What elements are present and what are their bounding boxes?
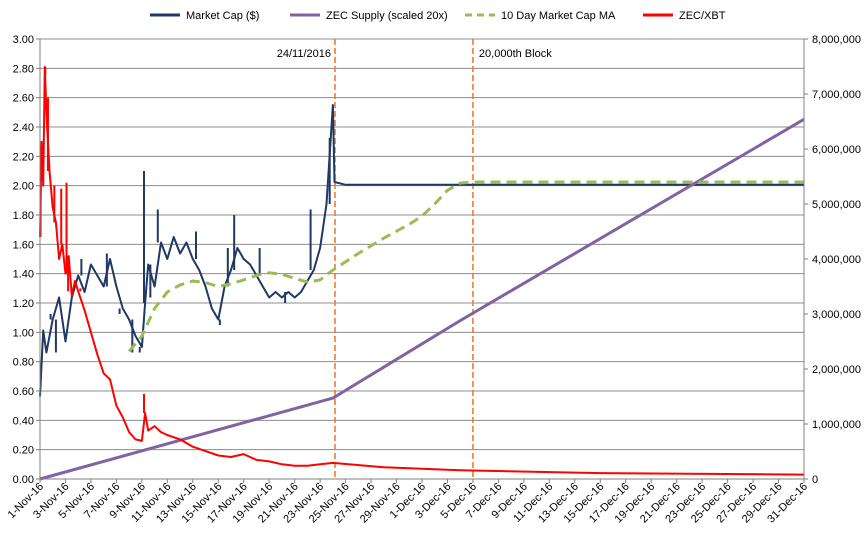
series-line [39, 118, 805, 481]
plot-area [39, 39, 805, 481]
y-left-tick-label: 0.80 [13, 357, 34, 369]
legend-label: Market Cap ($) [186, 10, 259, 22]
y-left-tick-label: 1.20 [13, 298, 34, 310]
y-right-tick-label: 8,000,000 [812, 34, 861, 46]
y-left-tick-label: 1.60 [13, 239, 34, 251]
y-left-tick-label: 2.00 [13, 181, 34, 193]
y-right-tick-label: 0 [812, 474, 818, 486]
series-line [39, 65, 805, 476]
y-right-tick-label: 3,000,000 [812, 309, 861, 321]
y-left-tick-label: 1.80 [13, 210, 34, 222]
series-line [127, 180, 804, 353]
y-left-tick-label: 0.00 [13, 474, 34, 486]
y-left-tick-label: 2.40 [13, 122, 34, 134]
y-left-tick-label: 0.40 [13, 415, 34, 427]
y-right-tick-label: 7,000,000 [812, 89, 861, 101]
y-right-tick-label: 6,000,000 [812, 144, 861, 156]
y-right-tick-label: 1,000,000 [812, 419, 861, 431]
legend-label: 10 Day Market Cap MA [501, 10, 616, 22]
y-left-tick-label: 1.00 [13, 327, 34, 339]
y-left-tick-label: 2.20 [13, 151, 34, 163]
y-left-tick-label: 3.00 [13, 34, 34, 46]
y-right-tick-label: 2,000,000 [812, 364, 861, 376]
y-left-tick-label: 0.20 [13, 445, 34, 457]
y-left-tick-label: 1.40 [13, 269, 34, 281]
annotation-label: 24/11/2016 [277, 48, 331, 60]
gridlines [40, 38, 804, 451]
legend-label: ZEC Supply (scaled 20x) [326, 10, 448, 22]
annotation-label: 20,000th Block [479, 48, 552, 60]
y-right-tick-label: 4,000,000 [812, 254, 861, 266]
y-left-tick-label: 2.80 [13, 63, 34, 75]
legend-label: ZEC/XBT [679, 10, 726, 22]
y-right-tick-label: 5,000,000 [812, 199, 861, 211]
series-line [39, 104, 804, 397]
legend: Market Cap ($) ZEC Supply (scaled 20x) 10 … [150, 10, 726, 22]
y-left-tick-label: 0.60 [13, 386, 34, 398]
y-left-tick-label: 2.60 [13, 93, 34, 105]
